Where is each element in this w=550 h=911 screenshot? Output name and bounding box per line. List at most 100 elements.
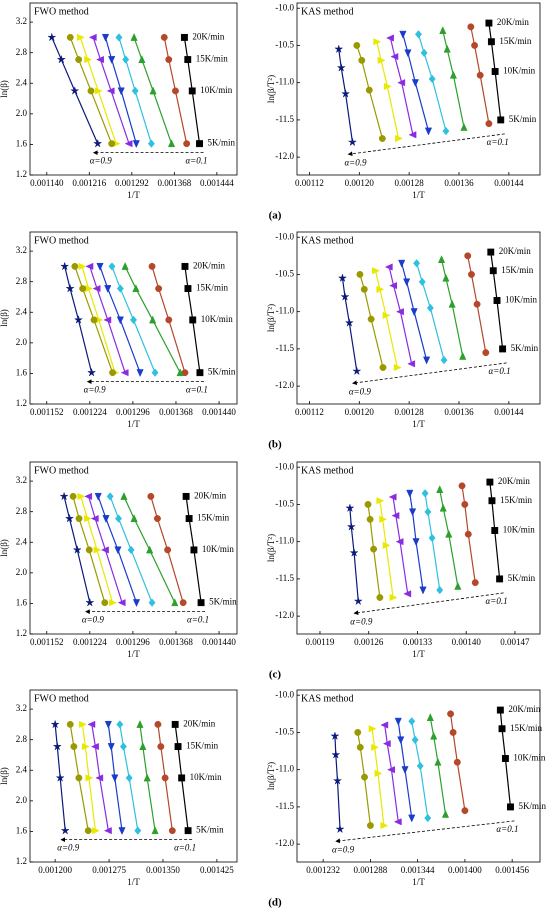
- x-tick-label: 0.00112: [295, 178, 324, 188]
- data-point: [376, 594, 384, 601]
- data-point: [389, 593, 398, 602]
- x-tick-label: 0.001224: [73, 407, 107, 417]
- series-line: [151, 266, 186, 373]
- data-point: [344, 317, 354, 327]
- series-line: [109, 496, 153, 603]
- data-point: [130, 514, 138, 523]
- series-line: [104, 37, 137, 144]
- annotation: α=0.1: [187, 615, 209, 625]
- data-point: [335, 824, 345, 834]
- data-point: [127, 545, 135, 555]
- data-point: [365, 86, 373, 94]
- data-point: [196, 369, 204, 377]
- series-line: [69, 37, 113, 144]
- data-point: [93, 138, 103, 148]
- data-point: [368, 725, 377, 733]
- data-point: [486, 478, 494, 486]
- x-axis-label: 1/T: [127, 877, 140, 887]
- data-point: [410, 308, 418, 317]
- rate-label: 10K/min: [201, 314, 234, 324]
- data-point: [153, 515, 161, 523]
- data-point: [168, 827, 176, 835]
- data-point: [378, 135, 386, 142]
- annotation: α=0.1: [174, 843, 196, 853]
- data-point: [376, 497, 385, 505]
- y-tick-label: -11.5: [276, 114, 295, 124]
- data-point: [391, 512, 400, 520]
- rate-label: 20K/min: [499, 246, 532, 256]
- x-axis-label: 1/T: [127, 190, 140, 200]
- data-point: [174, 743, 182, 751]
- data-point: [485, 19, 493, 27]
- plot-frame: [296, 231, 541, 405]
- series-line: [91, 724, 109, 831]
- y-tick-label: 2.0: [16, 337, 28, 347]
- rate-label: 20K/min: [508, 704, 541, 714]
- y-tick-label: 1.6: [16, 597, 28, 607]
- data-point: [461, 500, 469, 508]
- plot-frame: [296, 461, 541, 635]
- data-point: [356, 270, 364, 278]
- data-point: [131, 86, 139, 96]
- data-point: [96, 262, 104, 271]
- x-tick-label: 0.00128: [395, 178, 425, 188]
- series-line: [401, 263, 428, 361]
- plot-frame: [29, 231, 238, 405]
- y-tick-label: -10.0: [275, 689, 294, 699]
- data-point: [60, 261, 70, 271]
- data-point: [468, 270, 475, 278]
- y-tick-label: -11.5: [276, 801, 295, 811]
- x-tick-label: 0.00147: [500, 637, 530, 647]
- data-point: [437, 255, 446, 263]
- data-point: [419, 586, 427, 595]
- x-tick-label: 0.001152: [30, 637, 63, 647]
- series-line: [449, 713, 466, 811]
- data-point: [55, 773, 65, 782]
- data-point: [116, 316, 124, 325]
- y-tick-label: -11.5: [276, 573, 295, 583]
- data-point: [358, 56, 366, 64]
- x-tick-label: 0.001296: [116, 407, 150, 417]
- data-point: [404, 49, 412, 58]
- x-axis-label: 1/T: [127, 419, 140, 429]
- series-line: [384, 724, 399, 822]
- y-tick-label: -12.0: [275, 380, 294, 390]
- rate-label: 5K/min: [518, 801, 546, 811]
- rate-label: 5K/min: [208, 138, 236, 148]
- data-point: [379, 515, 388, 523]
- data-point: [471, 41, 479, 49]
- x-tick-label: 0.001140: [30, 178, 64, 188]
- chart-title: KAS method: [301, 465, 354, 476]
- data-point: [179, 599, 187, 607]
- data-point: [393, 818, 402, 826]
- x-tick-label: 0.001292: [115, 178, 149, 188]
- data-point: [154, 720, 162, 728]
- data-point: [395, 134, 403, 143]
- series-line: [74, 266, 114, 373]
- y-tick-label: -10.0: [275, 231, 294, 241]
- data-point: [337, 273, 348, 283]
- y-tick-label: -10.0: [275, 2, 294, 12]
- data-point: [122, 55, 130, 64]
- y-axis-label: ln(β): [0, 539, 9, 557]
- data-point: [77, 492, 86, 500]
- data-point: [373, 38, 382, 46]
- y-tick-label: 2.0: [16, 567, 28, 577]
- x-tick-label: 0.001296: [116, 637, 150, 647]
- series-line: [88, 496, 123, 603]
- data-point: [411, 79, 419, 88]
- series-line: [63, 496, 91, 603]
- annotation: α=0.1: [489, 366, 511, 376]
- y-tick-label: 2.4: [16, 306, 28, 316]
- series-line: [499, 710, 512, 807]
- data-point: [496, 575, 504, 583]
- data-point: [447, 710, 455, 718]
- data-point: [445, 529, 453, 538]
- plot-frame: [29, 689, 238, 863]
- y-tick-label: -12.0: [275, 610, 294, 620]
- annotation: α=0.1: [487, 137, 509, 147]
- data-point: [125, 773, 133, 783]
- series-line: [119, 724, 139, 831]
